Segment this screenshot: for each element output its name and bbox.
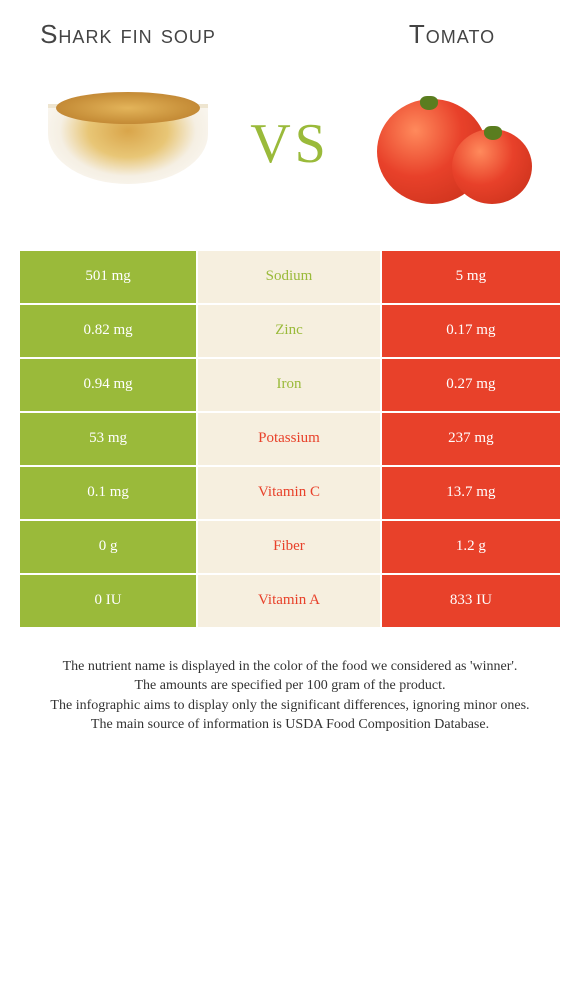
- nutrient-row: 0.82 mgZinc0.17 mg: [20, 303, 560, 357]
- nutrient-row: 0.1 mgVitamin C13.7 mg: [20, 465, 560, 519]
- left-value: 53 mg: [20, 413, 198, 465]
- footnote-line: The nutrient name is displayed in the co…: [26, 657, 554, 677]
- footnote-line: The amounts are specified per 100 gram o…: [26, 676, 554, 696]
- titles-row: Shark fin soup Tomato: [20, 20, 560, 49]
- left-value: 0 g: [20, 521, 198, 573]
- left-value: 0.94 mg: [20, 359, 198, 411]
- footnotes: The nutrient name is displayed in the co…: [20, 657, 560, 735]
- infographic-container: Shark fin soup Tomato VS 501 mgSodium5 m…: [0, 0, 580, 735]
- tomato-icon: [372, 74, 532, 214]
- nutrient-name: Zinc: [198, 305, 382, 357]
- right-food-image: [344, 69, 560, 219]
- left-value: 501 mg: [20, 251, 198, 303]
- nutrient-name: Vitamin C: [198, 467, 382, 519]
- right-value: 237 mg: [382, 413, 560, 465]
- left-value: 0.1 mg: [20, 467, 198, 519]
- footnote-line: The main source of information is USDA F…: [26, 715, 554, 735]
- nutrient-row: 0 gFiber1.2 g: [20, 519, 560, 573]
- images-row: VS: [20, 59, 560, 229]
- nutrient-table: 501 mgSodium5 mg0.82 mgZinc0.17 mg0.94 m…: [20, 249, 560, 627]
- nutrient-row: 53 mgPotassium237 mg: [20, 411, 560, 465]
- nutrient-row: 0 IUVitamin A833 IU: [20, 573, 560, 627]
- right-value: 5 mg: [382, 251, 560, 303]
- footnote-line: The infographic aims to display only the…: [26, 696, 554, 716]
- left-food-image: [20, 69, 236, 219]
- vs-label: VS: [236, 112, 344, 176]
- nutrient-row: 0.94 mgIron0.27 mg: [20, 357, 560, 411]
- right-value: 833 IU: [382, 575, 560, 627]
- left-value: 0.82 mg: [20, 305, 198, 357]
- nutrient-name: Fiber: [198, 521, 382, 573]
- nutrient-name: Iron: [198, 359, 382, 411]
- left-food-title: Shark fin soup: [20, 20, 236, 49]
- nutrient-row: 501 mgSodium5 mg: [20, 249, 560, 303]
- right-value: 0.17 mg: [382, 305, 560, 357]
- right-value: 0.27 mg: [382, 359, 560, 411]
- left-value: 0 IU: [20, 575, 198, 627]
- nutrient-name: Sodium: [198, 251, 382, 303]
- right-food-title: Tomato: [344, 20, 560, 49]
- nutrient-name: Vitamin A: [198, 575, 382, 627]
- right-value: 13.7 mg: [382, 467, 560, 519]
- nutrient-name: Potassium: [198, 413, 382, 465]
- right-value: 1.2 g: [382, 521, 560, 573]
- soup-bowl-icon: [48, 104, 208, 184]
